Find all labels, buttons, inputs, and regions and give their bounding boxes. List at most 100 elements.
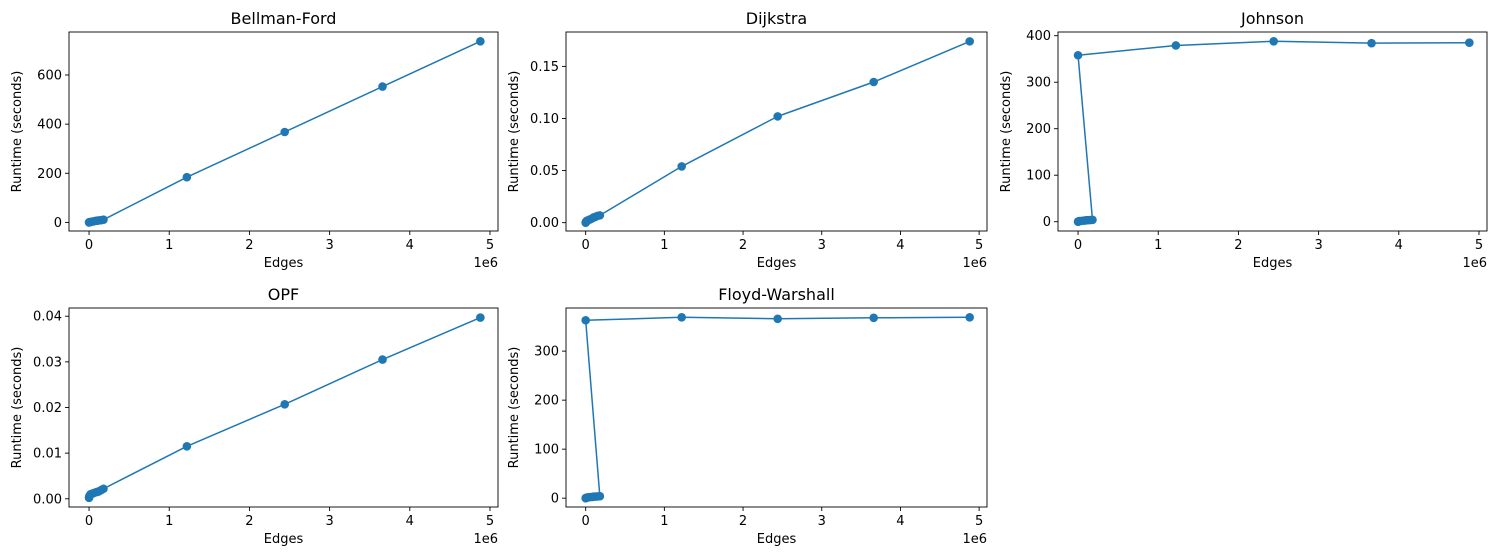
- data-point: [280, 127, 290, 137]
- x-axis-offset-label: 1e6: [1462, 256, 1487, 271]
- y-tick-label: 300: [1026, 76, 1051, 91]
- y-axis-label: Runtime (seconds): [10, 71, 25, 193]
- x-tick-label: 4: [406, 514, 414, 529]
- data-point: [677, 162, 686, 171]
- y-tick-label: 0.01: [33, 447, 62, 462]
- x-tick-label: 0: [85, 514, 93, 529]
- y-tick-label: 0.10: [530, 112, 559, 127]
- x-tick-label: 1: [660, 238, 668, 253]
- data-point: [476, 37, 485, 46]
- x-axis-offset-label: 1e6: [473, 256, 498, 271]
- data-point: [1073, 50, 1083, 60]
- y-tick-label: 0: [1043, 215, 1051, 230]
- x-tick-label: 3: [818, 514, 826, 529]
- x-tick-label: 5: [975, 238, 983, 253]
- y-tick-label: 0.05: [530, 164, 559, 179]
- data-point: [1171, 41, 1181, 50]
- x-tick-label: 4: [1395, 238, 1403, 253]
- x-tick-label: 1: [660, 514, 668, 529]
- y-axis-label: Runtime (seconds): [10, 347, 25, 469]
- y-axis-label: Runtime (seconds): [999, 71, 1014, 193]
- x-tick-label: 4: [406, 238, 414, 253]
- subplot-dijkstra: Dijkstra Edges Runtime (seconds) 1e6 0 1 2…: [507, 9, 988, 271]
- x-tick-label: 5: [486, 238, 494, 253]
- data-point: [378, 355, 387, 364]
- data-point: [869, 77, 878, 87]
- y-tick-label: 200: [37, 167, 62, 182]
- subplot-title: OPF: [268, 285, 299, 304]
- x-tick-label: 0: [85, 238, 93, 253]
- data-point: [1465, 38, 1474, 47]
- subplot-floyd-warshall: Floyd-Warshall Edges Runtime (seconds) 1…: [507, 285, 988, 547]
- x-tick-label: 5: [486, 514, 494, 529]
- x-axis-offset-label: 1e6: [962, 256, 987, 271]
- y-tick-label: 0.03: [33, 355, 62, 370]
- data-point: [677, 313, 686, 322]
- subplot-johnson: Johnson Edges Runtime (seconds) 1e6 0 1 2 3…: [999, 9, 1488, 271]
- x-tick-label: 3: [818, 238, 826, 253]
- y-tick-label: 400: [37, 118, 62, 133]
- data-point: [99, 215, 108, 224]
- subplot-title: Johnson: [1240, 9, 1304, 28]
- data-point: [378, 82, 387, 91]
- x-tick-label: 1: [165, 238, 173, 253]
- y-tick-label: 0: [551, 492, 559, 507]
- x-axis-label: Edges: [264, 256, 304, 271]
- data-point: [595, 211, 605, 220]
- data-point: [773, 112, 782, 121]
- data-point: [595, 491, 605, 501]
- data-point: [182, 172, 192, 182]
- y-tick-label: 200: [534, 394, 559, 409]
- x-tick-label: 2: [739, 238, 747, 253]
- subplot-title: Floyd-Warshall: [718, 285, 835, 304]
- y-tick-label: 0.02: [33, 401, 62, 416]
- x-axis-label: Edges: [264, 532, 304, 547]
- data-point: [581, 315, 590, 325]
- y-tick-label: 100: [534, 443, 559, 458]
- x-tick-label: 4: [896, 514, 904, 529]
- x-axis-label: Edges: [757, 532, 797, 547]
- y-tick-label: 100: [1026, 169, 1051, 184]
- x-tick-label: 5: [1475, 238, 1483, 253]
- plot-frame: [1057, 31, 1488, 232]
- data-point: [182, 441, 192, 451]
- x-tick-label: 3: [325, 514, 333, 529]
- x-tick-label: 1: [1154, 238, 1162, 253]
- y-tick-label: 200: [1026, 122, 1051, 137]
- data-point: [476, 313, 485, 322]
- x-tick-label: 2: [739, 514, 747, 529]
- data-point: [773, 314, 782, 324]
- y-tick-label: 0.00: [530, 216, 559, 231]
- x-tick-label: 4: [896, 238, 904, 253]
- subplot-bellman-ford: Bellman-Ford Edges Runtime (seconds) 1e6…: [10, 9, 499, 271]
- x-tick-label: 1: [165, 514, 173, 529]
- data-point: [1367, 38, 1376, 48]
- x-tick-label: 0: [582, 238, 590, 253]
- data-point: [965, 37, 974, 46]
- y-tick-label: 0.00: [33, 492, 62, 507]
- plot-frame: [68, 31, 499, 232]
- x-tick-label: 2: [245, 514, 253, 529]
- data-point: [99, 484, 108, 494]
- x-axis-label: Edges: [1253, 256, 1293, 271]
- plot-frame: [565, 307, 988, 508]
- x-axis-label: Edges: [757, 256, 797, 271]
- data-point: [1088, 215, 1097, 225]
- x-tick-label: 3: [1314, 238, 1322, 253]
- subplot-title: Bellman-Ford: [231, 9, 337, 28]
- y-tick-label: 0.15: [530, 60, 559, 75]
- y-tick-label: 400: [1026, 29, 1051, 44]
- x-tick-label: 3: [325, 238, 333, 253]
- subplot-opf: OPF Edges Runtime (seconds) 1e6 0 1 2 3 4 5 0.…: [10, 285, 499, 547]
- data-point: [965, 313, 974, 322]
- subplot-title: Dijkstra: [746, 9, 807, 28]
- x-axis-offset-label: 1e6: [962, 532, 987, 547]
- y-tick-label: 300: [534, 345, 559, 360]
- y-tick-label: 0.04: [33, 310, 62, 325]
- data-point: [280, 400, 290, 409]
- y-axis-label: Runtime (seconds): [507, 347, 522, 469]
- y-tick-label: 0: [54, 216, 62, 231]
- x-axis-offset-label: 1e6: [473, 532, 498, 547]
- x-tick-label: 2: [1234, 238, 1242, 253]
